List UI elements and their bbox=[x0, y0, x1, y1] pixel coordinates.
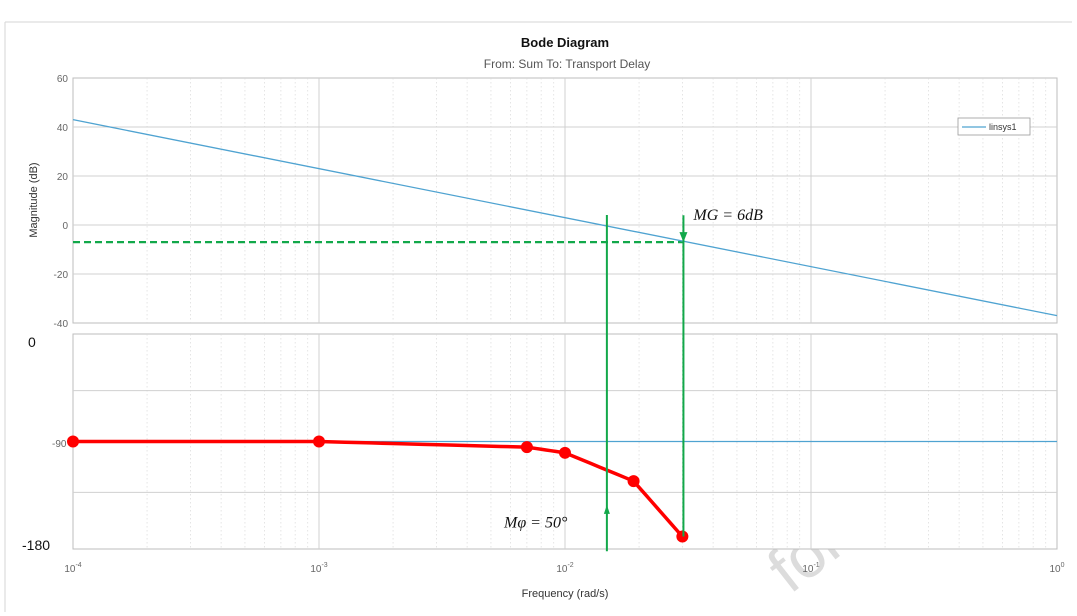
magnitude-y-tick-5: -40 bbox=[54, 319, 69, 330]
phase-grid bbox=[73, 334, 1057, 549]
legend-box bbox=[957, 117, 1031, 136]
magnitude-y-tick-0: 60 bbox=[57, 74, 69, 85]
magnitude-y-tick-4: -20 bbox=[54, 270, 69, 281]
magnitude-y-tick-2: 20 bbox=[57, 172, 69, 183]
x-tick-label-4: 100 bbox=[1049, 562, 1064, 575]
x-tick-labels: 10-4 10-3 10-2 10-1 100 bbox=[64, 562, 1064, 575]
legend: linsys1 bbox=[957, 117, 1031, 136]
phase-point-0 bbox=[67, 435, 79, 448]
phase-point-5 bbox=[676, 530, 689, 543]
x-tick-label-2: 10-2 bbox=[556, 562, 573, 575]
phase-point-2 bbox=[520, 441, 533, 454]
phase-margin-arrow bbox=[603, 504, 610, 514]
phase-series-line bbox=[73, 439, 684, 538]
magnitude-y-tick-1: 40 bbox=[57, 123, 69, 134]
legend-label: linsys1 bbox=[989, 122, 1017, 132]
phase-y-tick-minus90: -90 bbox=[52, 439, 67, 450]
phase-point-3 bbox=[559, 446, 571, 459]
x-tick-label-0: 10-4 bbox=[64, 562, 81, 575]
x-tick-label-3: 10-1 bbox=[802, 562, 819, 575]
magnitude-y-tick-3: 0 bbox=[62, 221, 68, 232]
x-axis-label: Frequency (rad/s) bbox=[522, 588, 609, 600]
phase-y-tick-0: 0 bbox=[28, 334, 36, 350]
phase-point-4 bbox=[627, 475, 640, 488]
phase-y-tick-minus180: -180 bbox=[22, 537, 50, 553]
phase-series-points bbox=[67, 435, 689, 543]
margin-markers bbox=[603, 215, 688, 552]
magnitude-y-ticks: 60 40 20 0 -20 -40 bbox=[54, 74, 69, 330]
x-tick-label-1: 10-3 bbox=[310, 562, 327, 575]
phase-point-1 bbox=[313, 435, 325, 448]
chart-title: Bode Diagram bbox=[521, 35, 609, 50]
gain-margin-annotation: MG = 6dB bbox=[692, 207, 763, 224]
phase-panel: 0 -90 -180 Mφ = 50° bbox=[22, 333, 1058, 553]
phase-margin-annotation: Mφ = 50° bbox=[503, 515, 568, 532]
chart-subtitle: From: Sum To: Transport Delay bbox=[484, 57, 651, 71]
gain-margin-arrow bbox=[679, 232, 688, 243]
magnitude-panel: 60 40 20 0 -20 -40 Magnitude (dB) MG = 6dB li… bbox=[28, 74, 1058, 330]
magnitude-series-line bbox=[72, 119, 1058, 317]
magnitude-y-label: Magnitude (dB) bbox=[28, 162, 40, 237]
